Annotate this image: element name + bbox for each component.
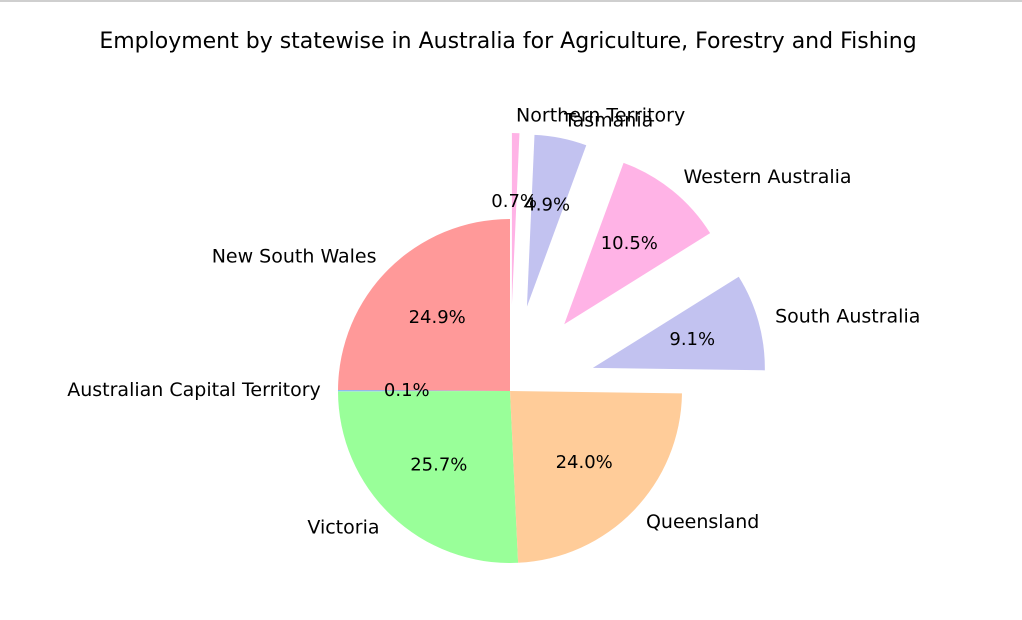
pct-western-australia: 10.5% (601, 233, 658, 254)
slice-tasmania (526, 134, 587, 307)
label-tasmania: Tasmania (563, 110, 653, 132)
pct-queensland: 24.0% (556, 452, 613, 473)
label-northern-territory: Northern Territory (516, 104, 685, 126)
pie-slices (337, 133, 765, 563)
label-western-australia: Western Australia (684, 166, 852, 188)
label-south-australia: South Australia (775, 306, 920, 328)
slice-northern-territory (511, 133, 520, 306)
label-victoria: Victoria (307, 517, 379, 539)
label-australian-capital-territory: Australian Capital Territory (67, 379, 321, 401)
slice-australian-capital-territory (337, 390, 510, 392)
pct-new-south-wales: 24.9% (409, 307, 466, 328)
slice-queensland (510, 391, 682, 563)
slice-western-australia (564, 162, 711, 325)
label-queensland: Queensland (646, 511, 759, 533)
slice-new-south-wales (338, 219, 510, 391)
chart-title: Employment by statewise in Australia for… (99, 29, 916, 54)
pct-victoria: 25.7% (410, 455, 467, 476)
pct-northern-territory: 0.7% (491, 191, 537, 212)
pie-labels: New South Wales 24.9% Australian Capital T… (67, 104, 920, 538)
pct-south-australia: 9.1% (669, 329, 715, 350)
top-border (0, 0, 1022, 2)
slice-south-australia (592, 276, 765, 371)
slice-victoria (338, 391, 519, 563)
pct-tasmania: 4.9% (524, 195, 570, 216)
label-new-south-wales: New South Wales (212, 245, 377, 267)
pct-australian-capital-territory: 0.1% (384, 380, 430, 401)
